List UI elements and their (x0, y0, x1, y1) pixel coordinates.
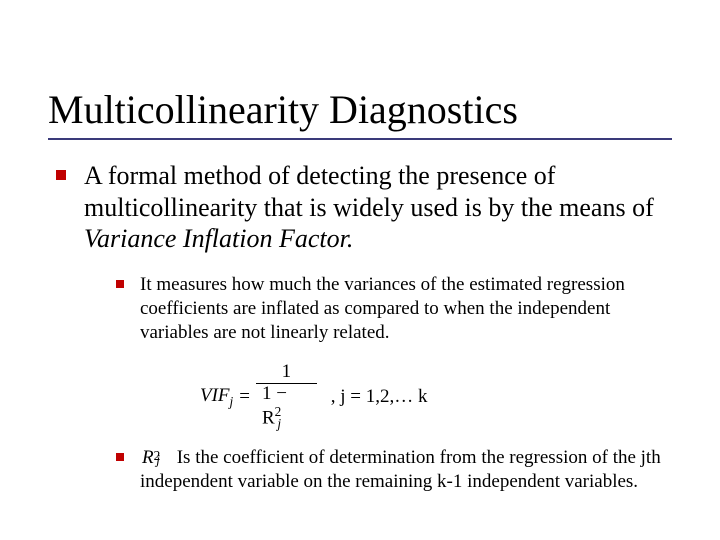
r-squared-j: R2j (142, 446, 164, 470)
slide-title: Multicollinearity Diagnostics (48, 88, 672, 132)
sub-bullet-1-text: It measures how much the variances of th… (140, 273, 672, 344)
formula-fraction: 1 1 − R2j (256, 362, 317, 432)
sub-bullet-list: It measures how much the variances of th… (56, 273, 672, 493)
formula-sub-j: j (230, 394, 234, 409)
sub-bullet-2-text: R2j Is the coefficient of determination … (140, 446, 672, 494)
sub-bullet-1: It measures how much the variances of th… (116, 273, 672, 344)
formula-var-vif: VIF (200, 385, 230, 406)
bullet-1-pre: A formal method of detecting the presenc… (84, 161, 654, 222)
formula-equals: = (239, 386, 250, 408)
title-underline (48, 138, 672, 140)
square-bullet-icon (116, 273, 140, 288)
math-var-r: R (142, 446, 154, 470)
formula-lhs: VIFj (200, 385, 233, 410)
vif-formula: VIFj = 1 1 − R2j , j = 1,2,… k (200, 362, 672, 432)
square-bullet-icon (116, 446, 140, 461)
bullet-item-1: A formal method of detecting the presenc… (56, 160, 672, 255)
slide: Multicollinearity Diagnostics A formal m… (0, 0, 720, 540)
sub-bullet-2: R2j Is the coefficient of determination … (116, 446, 672, 494)
formula-rhs: , j = 1,2,… k (331, 386, 428, 408)
bullet-1-italic: Variance Inflation Factor. (84, 224, 353, 253)
bullet-1-text: A formal method of detecting the presenc… (84, 160, 672, 255)
formula-den-var: R (262, 408, 275, 429)
slide-body: A formal method of detecting the presenc… (48, 160, 672, 493)
formula-numerator: 1 (276, 362, 298, 383)
sub-bullet-2-rest: Is the coefficient of determination from… (140, 447, 661, 492)
square-bullet-icon (56, 160, 84, 180)
math-sub-j: j (156, 452, 160, 469)
title-block: Multicollinearity Diagnostics (48, 88, 672, 140)
formula-den-pre: 1 − (262, 383, 287, 404)
formula-denominator: 1 − R2j (256, 383, 317, 432)
formula-den-sub: j (277, 416, 281, 431)
